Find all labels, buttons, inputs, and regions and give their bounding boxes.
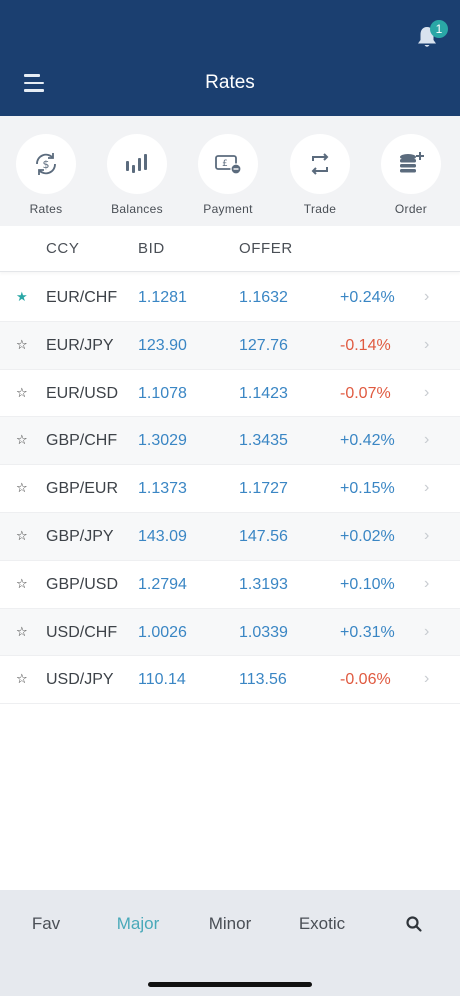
trade-button[interactable]: Trade: [278, 134, 362, 216]
quick-actions: $ Rates Balances £ Payment: [0, 116, 460, 226]
chevron-right-icon: ›: [424, 670, 430, 688]
balances-button[interactable]: Balances: [95, 134, 179, 216]
bid-price: 1.1078: [138, 384, 187, 402]
payment-button[interactable]: £ Payment: [186, 134, 270, 216]
ccy-column-header: CCY: [46, 240, 80, 257]
rate-row[interactable]: ☆ USD/JPY 110.14 113.56 -0.06% ›: [0, 656, 460, 705]
bid-column-header: BID: [138, 240, 165, 257]
offer-column-header: OFFER: [239, 240, 293, 257]
change-percent: -0.07%: [340, 384, 391, 402]
notification-badge: 1: [430, 20, 448, 38]
chevron-right-icon: ›: [424, 288, 430, 305]
currency-exchange-icon: $: [36, 153, 56, 175]
chevron-right-icon: ›: [424, 383, 430, 401]
rates-table-header: CCY BID OFFER: [0, 226, 460, 272]
change-percent: +0.10%: [340, 575, 395, 593]
change-percent: +0.42%: [340, 432, 395, 450]
trade-label: Trade: [303, 202, 337, 216]
currency-pair: GBP/USD: [46, 575, 119, 593]
offer-price: 113.56: [239, 671, 287, 689]
currency-pair: USD/JPY: [46, 671, 114, 689]
favorite-star-icon[interactable]: ☆: [16, 575, 28, 591]
rate-row[interactable]: ★ EUR/CHF 1.1281 1.1632 +0.24% ›: [0, 274, 460, 322]
page-title: Rates: [205, 72, 255, 93]
balances-label: Balances: [111, 202, 163, 216]
order-label: Order: [394, 202, 428, 216]
tab-exotic[interactable]: Exotic: [298, 914, 346, 933]
chevron-right-icon: ›: [424, 431, 430, 449]
tab-major[interactable]: Major: [116, 914, 160, 933]
chevron-right-icon: ›: [424, 526, 430, 544]
favorite-star-icon[interactable]: ☆: [16, 384, 28, 400]
bid-price: 110.14: [138, 671, 186, 689]
rate-row[interactable]: ☆ USD/CHF 1.0026 1.0339 +0.31% ›: [0, 608, 460, 657]
offer-price: 1.0339: [239, 623, 288, 641]
bid-price: 1.2794: [138, 575, 187, 593]
payment-label: Payment: [203, 202, 253, 216]
bid-price: 1.1373: [138, 480, 187, 498]
svg-text:$: $: [43, 158, 50, 171]
favorite-star-icon[interactable]: ★: [16, 289, 28, 304]
currency-pair: EUR/CHF: [46, 289, 118, 306]
svg-text:£: £: [222, 159, 228, 169]
currency-pair: EUR/JPY: [46, 336, 114, 354]
currency-pair: USD/CHF: [46, 623, 118, 641]
app-header: 1 Rates: [0, 0, 460, 116]
rates-list: ★ EUR/CHF 1.1281 1.1632 +0.24% › ☆ EUR/J…: [0, 274, 460, 705]
favorite-star-icon[interactable]: ☆: [16, 480, 28, 496]
chevron-right-icon: ›: [424, 622, 430, 640]
favorite-star-icon[interactable]: ☆: [16, 336, 28, 352]
rates-button[interactable]: $ Rates: [4, 134, 88, 216]
tab-minor[interactable]: Minor: [208, 914, 252, 933]
offer-price: 1.1632: [239, 289, 288, 306]
currency-pair: GBP/JPY: [46, 527, 114, 545]
change-percent: +0.24%: [340, 289, 395, 306]
bar-chart-icon: [126, 154, 147, 173]
home-indicator: [148, 982, 312, 987]
menu-icon[interactable]: [24, 74, 46, 92]
rate-row[interactable]: ☆ GBP/USD 1.2794 1.3193 +0.10% ›: [0, 561, 460, 609]
offer-price: 1.1423: [239, 384, 288, 402]
favorite-star-icon[interactable]: ☆: [16, 527, 28, 543]
coin-stack-plus-icon: [400, 152, 424, 173]
chevron-right-icon: ›: [424, 574, 430, 592]
rate-row[interactable]: ☆ GBP/EUR 1.1373 1.1727 +0.15% ›: [0, 465, 460, 513]
rate-row[interactable]: ☆ GBP/CHF 1.3029 1.3435 +0.42% ›: [0, 417, 460, 466]
change-percent: -0.14%: [340, 336, 391, 354]
bid-price: 143.09: [138, 527, 187, 545]
rates-label: Rates: [29, 202, 63, 216]
bid-price: 1.1281: [138, 289, 187, 306]
currency-pair: GBP/CHF: [46, 432, 118, 450]
repeat-arrows-icon: [311, 153, 329, 175]
offer-price: 1.3193: [239, 575, 288, 593]
offer-price: 127.76: [239, 336, 288, 354]
offer-price: 1.1727: [239, 480, 288, 498]
change-percent: +0.31%: [340, 623, 395, 641]
change-percent: +0.02%: [340, 527, 395, 545]
bottom-tab-bar: Fav Major Minor Exotic: [0, 890, 460, 996]
bid-price: 123.90: [138, 336, 187, 354]
offer-price: 1.3435: [239, 432, 288, 450]
favorite-star-icon[interactable]: ☆: [16, 623, 28, 639]
currency-pair: EUR/USD: [46, 384, 119, 402]
chevron-right-icon: ›: [424, 479, 430, 497]
rate-row[interactable]: ☆ EUR/USD 1.1078 1.1423 -0.07% ›: [0, 370, 460, 418]
tab-fav[interactable]: Fav: [31, 914, 61, 933]
rate-row[interactable]: ☆ GBP/JPY 143.09 147.56 +0.02% ›: [0, 512, 460, 561]
currency-pair: GBP/EUR: [46, 480, 119, 498]
chevron-right-icon: ›: [424, 335, 430, 353]
offer-price: 147.56: [239, 527, 288, 545]
bid-price: 1.3029: [138, 432, 187, 450]
search-icon[interactable]: [405, 915, 423, 933]
change-percent: -0.06%: [340, 671, 391, 689]
rate-row[interactable]: ☆ EUR/JPY 123.90 127.76 -0.14% ›: [0, 321, 460, 370]
payment-icon: £: [215, 155, 242, 175]
bid-price: 1.0026: [138, 623, 187, 641]
favorite-star-icon[interactable]: ☆: [16, 671, 28, 687]
change-percent: +0.15%: [340, 480, 395, 498]
favorite-star-icon[interactable]: ☆: [16, 432, 28, 448]
order-button[interactable]: Order: [369, 134, 453, 216]
